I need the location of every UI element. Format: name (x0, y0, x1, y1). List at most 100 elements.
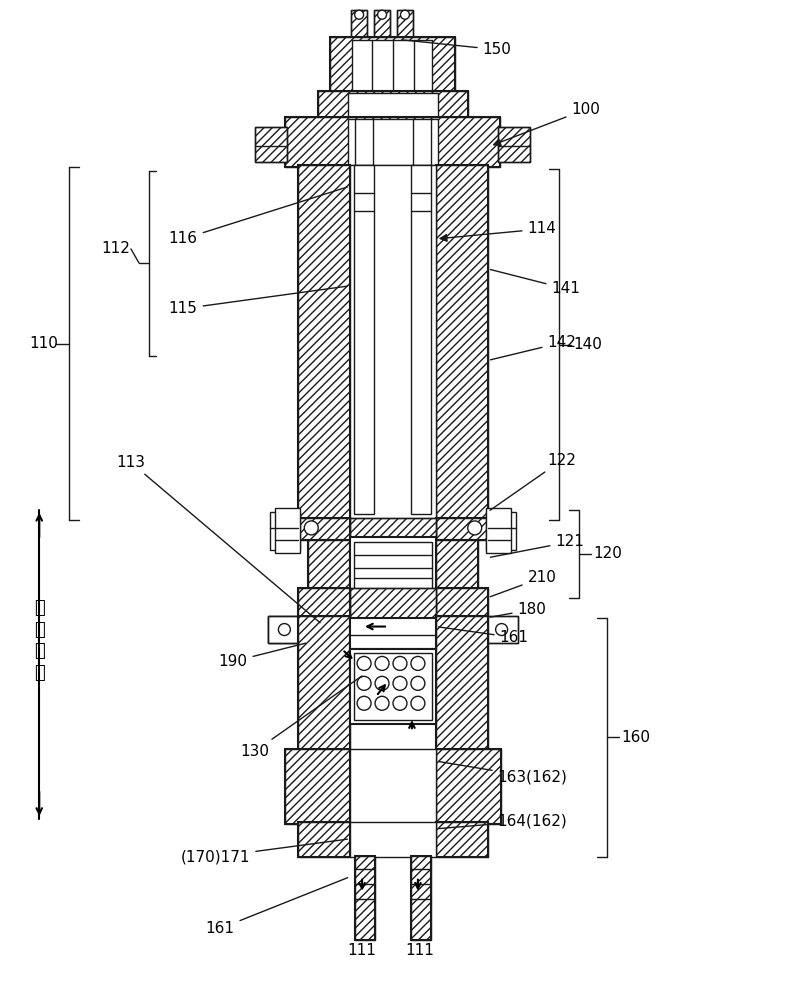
Bar (354, 542, 432, 590)
Text: 轴: 轴 (34, 599, 45, 617)
Circle shape (357, 676, 371, 690)
Bar (298, 822, 350, 857)
Circle shape (355, 10, 363, 19)
Bar (350, 618, 436, 649)
Text: 150: 150 (403, 40, 512, 57)
Circle shape (393, 696, 407, 710)
Bar (411, 856, 431, 940)
Bar (411, 165, 431, 514)
Bar (350, 588, 436, 618)
Bar (436, 616, 487, 750)
Text: 163(162): 163(162) (439, 762, 568, 785)
Text: 160: 160 (621, 730, 650, 745)
Bar (486, 616, 517, 643)
Text: 164(162): 164(162) (439, 813, 568, 829)
Bar (436, 165, 487, 519)
Bar (486, 512, 516, 550)
Circle shape (495, 624, 508, 636)
Bar (318, 91, 468, 119)
Bar (350, 518, 436, 540)
Bar (255, 127, 287, 162)
Bar (298, 588, 350, 618)
Text: 向: 向 (34, 621, 45, 639)
Bar (350, 649, 436, 724)
Text: 114: 114 (440, 221, 557, 241)
Bar (498, 127, 530, 162)
Bar (436, 749, 501, 824)
Text: 112: 112 (101, 241, 130, 256)
Bar (298, 518, 350, 540)
Circle shape (357, 696, 371, 710)
Bar (309, 540, 350, 590)
Bar (318, 91, 468, 119)
Bar (268, 616, 301, 643)
Bar (397, 10, 413, 38)
Text: 113: 113 (116, 455, 320, 623)
Text: 115: 115 (169, 286, 348, 316)
Bar (486, 616, 517, 643)
Bar (436, 540, 478, 590)
Text: 161: 161 (439, 627, 528, 645)
Circle shape (279, 624, 290, 636)
Bar (350, 749, 436, 824)
Bar (436, 822, 487, 857)
Bar (436, 518, 487, 540)
Bar (286, 117, 499, 167)
Bar (436, 749, 501, 824)
Bar (436, 518, 487, 540)
Bar (436, 165, 487, 519)
Text: 180: 180 (491, 602, 546, 617)
Circle shape (378, 10, 386, 19)
Bar (309, 540, 350, 590)
Bar (298, 518, 350, 540)
Circle shape (411, 696, 425, 710)
Bar (354, 653, 432, 720)
Circle shape (375, 676, 389, 690)
Bar (268, 616, 301, 643)
Bar (436, 588, 487, 618)
Text: 向: 向 (34, 664, 45, 682)
Text: 140: 140 (573, 337, 602, 352)
Text: 方: 方 (34, 642, 45, 660)
Text: 161: 161 (206, 878, 348, 936)
Bar (411, 856, 431, 940)
Circle shape (400, 10, 410, 19)
Text: 141: 141 (491, 270, 580, 296)
Bar (271, 512, 301, 550)
Bar (486, 508, 510, 553)
Bar (374, 10, 390, 38)
Bar (286, 749, 350, 824)
Bar (350, 537, 436, 595)
Bar (355, 856, 375, 940)
Bar (298, 616, 350, 750)
Bar (355, 856, 375, 940)
Text: 116: 116 (169, 187, 348, 246)
Bar (268, 616, 301, 643)
Circle shape (375, 696, 389, 710)
Circle shape (393, 656, 407, 670)
Circle shape (393, 676, 407, 690)
Bar (286, 749, 350, 824)
Bar (298, 588, 350, 618)
Bar (349, 93, 438, 117)
Text: 130: 130 (240, 676, 362, 759)
Text: 122: 122 (490, 453, 576, 510)
Bar (350, 822, 436, 857)
Bar (286, 117, 499, 167)
Bar (436, 822, 487, 857)
Text: 110: 110 (29, 336, 58, 351)
Circle shape (468, 521, 482, 535)
Bar (350, 588, 436, 618)
Bar (349, 119, 438, 165)
Text: 111: 111 (406, 943, 434, 958)
Text: (170)171: (170)171 (181, 839, 348, 864)
Text: 100: 100 (494, 102, 601, 145)
Bar (330, 37, 455, 94)
Bar (351, 10, 367, 38)
Bar (436, 588, 487, 618)
Bar (352, 40, 432, 91)
Text: 210: 210 (491, 570, 557, 597)
Bar (498, 127, 530, 162)
Circle shape (375, 656, 389, 670)
Bar (298, 165, 350, 519)
